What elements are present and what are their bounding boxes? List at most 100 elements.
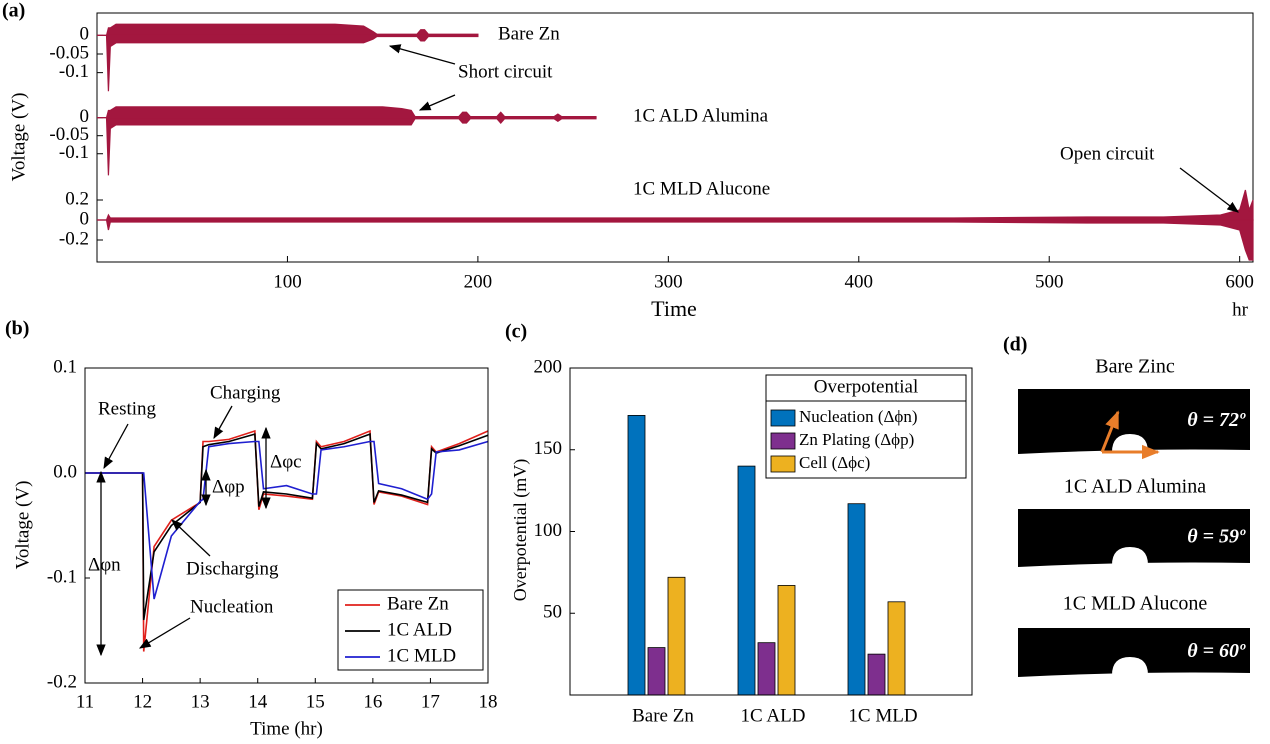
- bar: [627, 415, 646, 696]
- y-tick-label: 0.1: [53, 356, 77, 377]
- x-tick-label: 14: [248, 691, 268, 712]
- substrate: [1018, 672, 1250, 685]
- y-tick-label: -0.1: [59, 142, 89, 163]
- legend-label: Nucleation (Δϕn): [799, 407, 918, 426]
- legend-label: Cell (Δϕc): [799, 453, 870, 472]
- legend-swatch: [770, 432, 796, 450]
- y-tick-label: 0: [80, 208, 90, 229]
- voltage-band: [97, 34, 479, 92]
- x-tick-label: 12: [133, 691, 152, 712]
- axes-frame: [84, 367, 489, 684]
- voltage-band: [97, 117, 597, 176]
- voltage-band: [97, 189, 1254, 221]
- substrate: [1018, 562, 1250, 575]
- y-tick-label: -0.1: [59, 61, 89, 82]
- y-tick-label: 50: [543, 602, 562, 623]
- contact-angle: θ = 72º: [1187, 409, 1246, 431]
- y-tick-label: -0.05: [49, 42, 89, 63]
- annotation: Open circuit: [1060, 143, 1155, 164]
- bar: [867, 653, 886, 696]
- y-tick-label: 0: [80, 106, 90, 127]
- droplet: [1112, 547, 1148, 565]
- droplet: [1112, 434, 1148, 452]
- axes-frame: [569, 367, 973, 696]
- x-axis-label: Time (hr): [250, 718, 323, 739]
- x-tick-label: 600: [1225, 271, 1254, 292]
- annotation: Δφp: [212, 476, 245, 497]
- angle-arrow: [1100, 410, 1120, 453]
- voltage-band: [97, 23, 479, 36]
- annotation: Short circuit: [458, 61, 553, 82]
- trace-label: 1C MLD Alucone: [633, 178, 770, 199]
- y-tick-label: 100: [534, 520, 563, 541]
- annotation: Δφc: [270, 451, 302, 472]
- y-tick-label: 200: [534, 356, 563, 377]
- arrow: [213, 405, 233, 440]
- bar: [847, 503, 866, 696]
- panel-label: (b): [5, 318, 29, 340]
- panel-label: (d): [1003, 334, 1027, 356]
- bar: [887, 601, 906, 696]
- annotation: Charging: [210, 382, 281, 403]
- bar: [647, 647, 666, 696]
- arrow: [388, 44, 456, 65]
- axes-frame: [96, 12, 1254, 263]
- bar: [667, 576, 686, 696]
- legend-label: Zn Plating (Δϕp): [799, 430, 914, 449]
- legend-title: Overpotential: [814, 376, 918, 397]
- y-tick-label: -0.1: [47, 566, 77, 587]
- x-axis-label: Time: [651, 296, 697, 321]
- y-tick-label: 0.0: [53, 461, 77, 482]
- trace-label: 1C ALD Alumina: [633, 105, 769, 126]
- y-tick-label: -0.2: [59, 228, 89, 249]
- y-tick-label: -0.2: [47, 671, 77, 692]
- contact-angle: θ = 59º: [1187, 526, 1246, 548]
- substrate: [1018, 449, 1250, 462]
- annotation: Discharging: [186, 558, 279, 579]
- arrow: [1179, 167, 1239, 213]
- y-axis-label: Overpotential (mV): [510, 459, 531, 601]
- y-tick-label: -0.05: [49, 124, 89, 145]
- bar: [737, 465, 756, 696]
- y-axis-label: Voltage (V): [8, 93, 29, 182]
- legend-label: 1C ALD: [387, 619, 452, 640]
- image-title: 1C ALD Alumina: [1064, 476, 1206, 498]
- x-tick-label: 200: [464, 271, 493, 292]
- image-title: Bare Zinc: [1095, 356, 1175, 378]
- contact-angle: θ = 60º: [1187, 640, 1246, 662]
- y-tick-label: 150: [534, 438, 563, 459]
- legend-box: [765, 374, 967, 479]
- bar: [777, 585, 796, 696]
- trace-label: Bare Zn: [498, 23, 560, 44]
- bar: [757, 642, 776, 696]
- x-unit: hr: [1232, 299, 1249, 320]
- x-tick-label: 16: [363, 691, 382, 712]
- x-tick-label: 500: [1035, 271, 1064, 292]
- x-tick-label: 1C MLD: [848, 705, 917, 726]
- panel-label: (c): [505, 321, 527, 343]
- legend: Overpotential Nucleation (Δϕn) Zn Plating …: [765, 374, 967, 479]
- image-title: 1C MLD Alucone: [1063, 593, 1208, 615]
- x-tick-label: 300: [654, 271, 683, 292]
- x-tick-label: 400: [845, 271, 874, 292]
- annotation: Resting: [98, 398, 157, 419]
- voltage-line: [85, 429, 489, 652]
- x-tick-label: 15: [306, 691, 325, 712]
- x-tick-label: 18: [479, 691, 498, 712]
- x-tick-label: 100: [273, 271, 302, 292]
- arrow: [103, 423, 129, 470]
- x-tick-label: Bare Zn: [632, 705, 694, 726]
- x-tick-label: 1C ALD: [741, 705, 806, 726]
- voltage-band: [97, 219, 1254, 261]
- y-tick-label: 0.2: [65, 188, 89, 209]
- x-tick-label: 17: [421, 691, 440, 712]
- y-tick-label: 0: [80, 24, 90, 45]
- annotation: Nucleation: [190, 596, 274, 617]
- legend-label: 1C MLD: [387, 645, 456, 666]
- panel-label: (a): [2, 0, 25, 22]
- legend: Bare Zn 1C ALD 1C MLD: [337, 589, 484, 671]
- x-tick-label: 11: [76, 691, 94, 712]
- arrow: [171, 519, 211, 557]
- legend-swatch: [770, 409, 796, 427]
